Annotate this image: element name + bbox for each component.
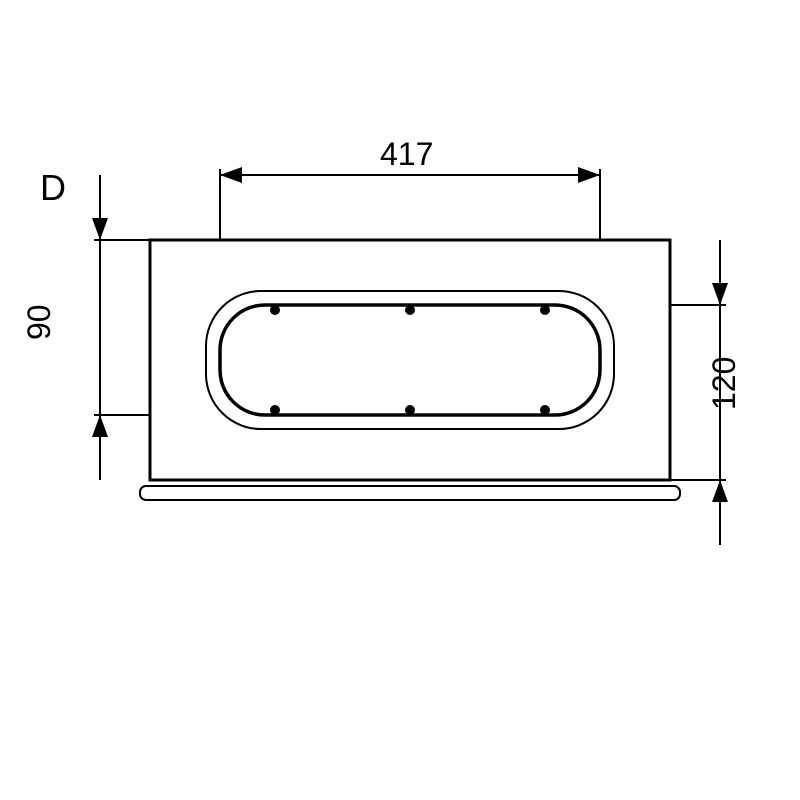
part-outline [140, 240, 680, 500]
dim-label-417: 417 [380, 136, 433, 172]
technical-drawing: 417 90 120 D [0, 0, 800, 800]
dim-height-90: 90 [21, 175, 150, 480]
dim-label-90: 90 [21, 304, 57, 340]
dim-label-120: 120 [706, 357, 742, 410]
view-label: D [40, 167, 66, 208]
dim-width-417: 417 [220, 136, 600, 240]
dim-height-120: 120 [670, 240, 742, 545]
fastener-dots [270, 305, 550, 415]
